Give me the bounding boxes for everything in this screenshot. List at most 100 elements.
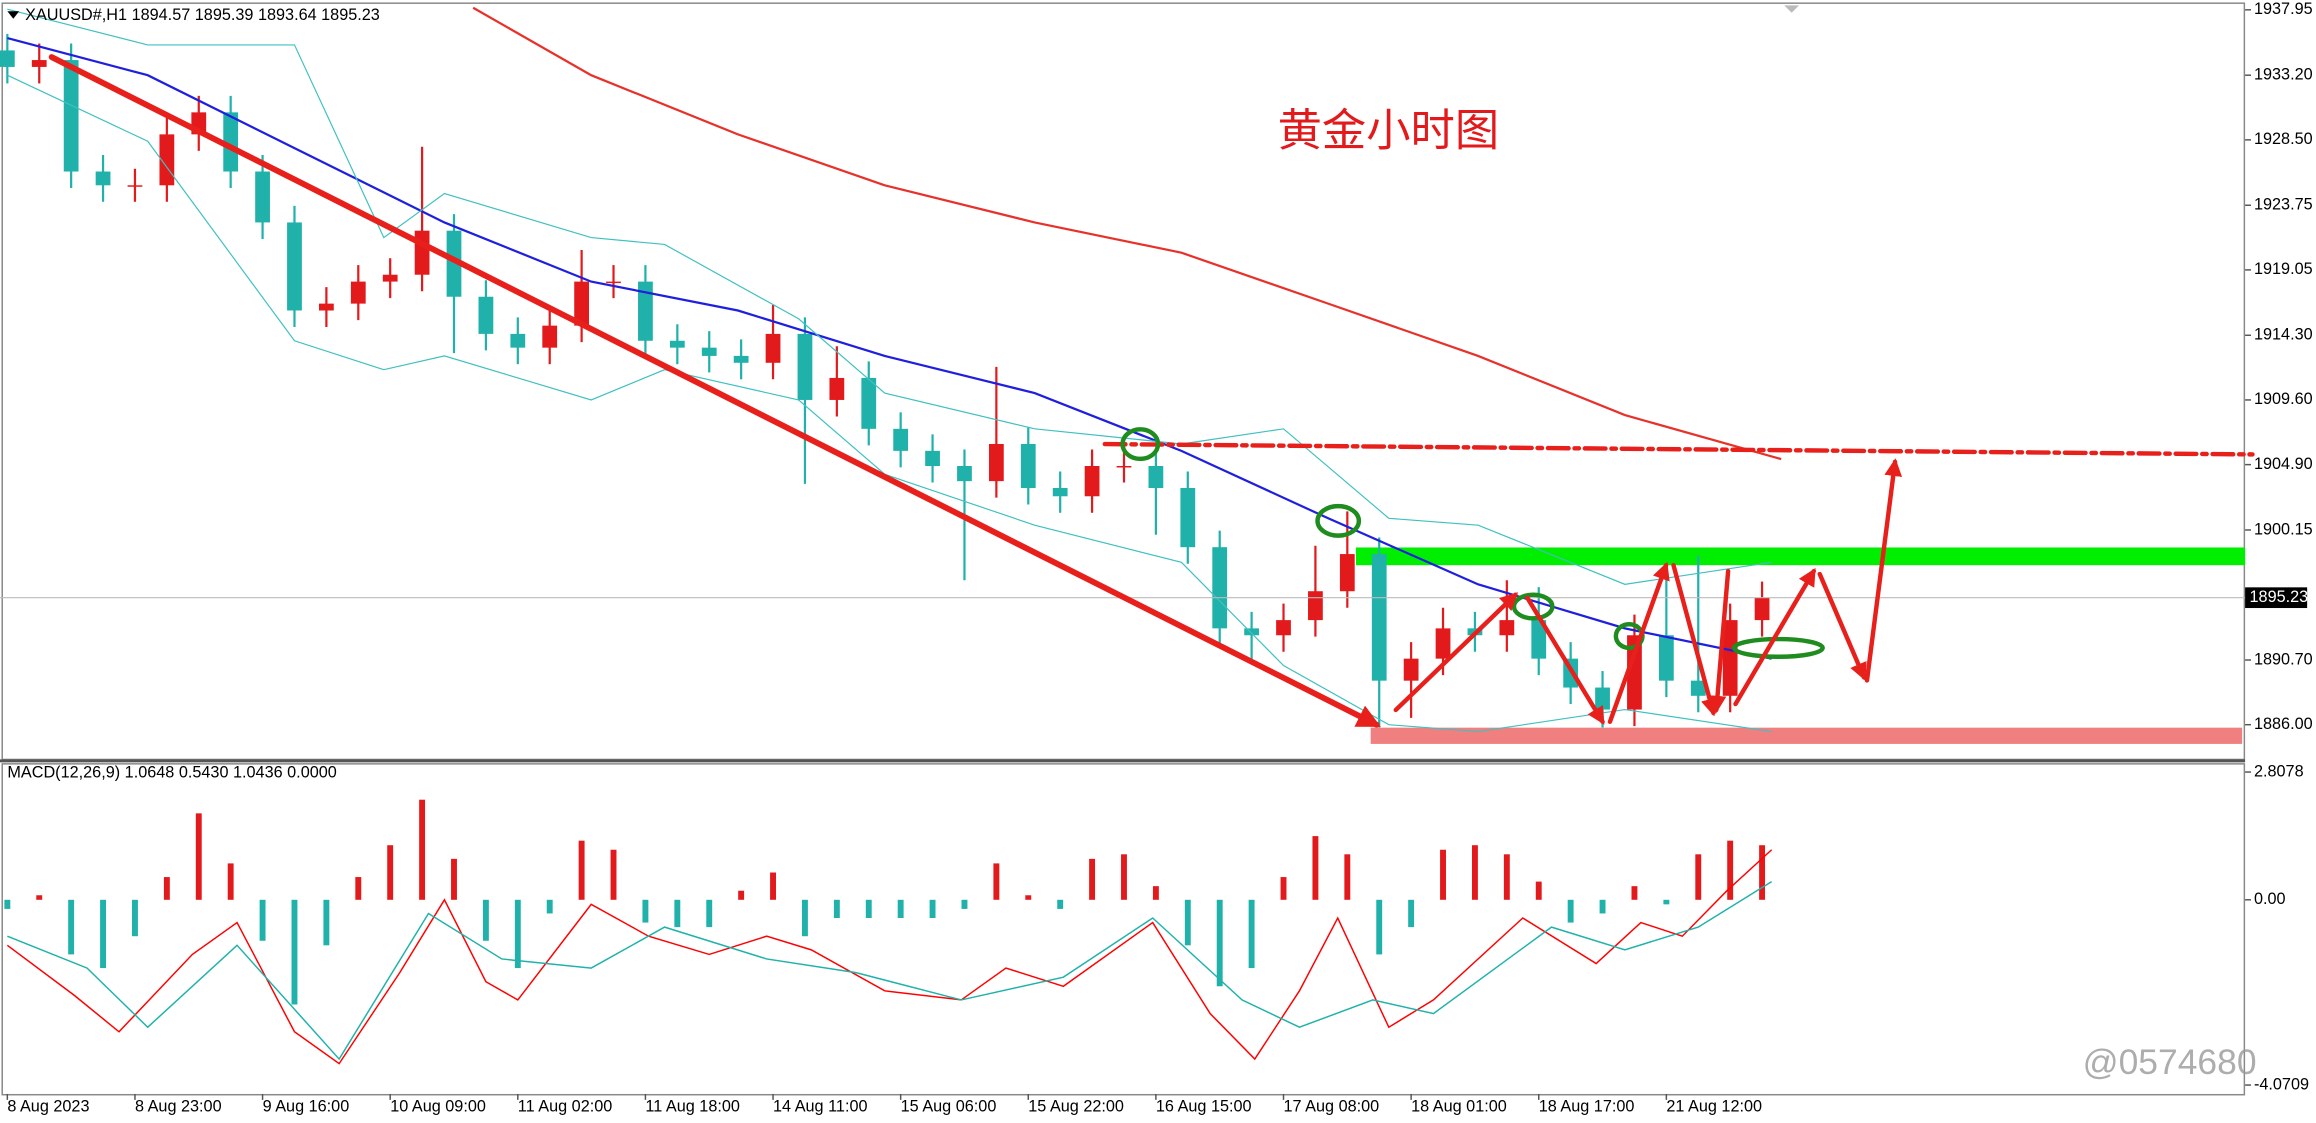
candle-body — [95, 171, 111, 186]
indicator-line — [6, 849, 1773, 1065]
candle-body — [1722, 620, 1738, 696]
macd-bar — [1248, 899, 1255, 969]
candle-body — [446, 230, 462, 297]
x-tick-label: 17 Aug 08:00 — [1284, 1098, 1380, 1116]
indicator-line — [7, 74, 1772, 733]
macd-bar — [1695, 854, 1702, 900]
macd-bar — [801, 899, 808, 937]
macd-bar — [1599, 899, 1606, 914]
path-arrow — [1733, 568, 1817, 707]
candle-body — [255, 171, 270, 223]
macd-bar — [1344, 854, 1351, 900]
x-tick-label: 9 Aug 16:00 — [263, 1098, 350, 1116]
circle-mark — [1731, 636, 1825, 659]
x-tick-label: 21 Aug 12:00 — [1666, 1098, 1762, 1116]
candle-body — [0, 50, 15, 67]
macd-bar — [1312, 836, 1319, 900]
macd-bar — [1216, 899, 1223, 987]
indicator-line — [7, 8, 1772, 585]
macd-header: MACD(12,26,9) 1.0648 0.5430 1.0436 0.000… — [7, 764, 336, 782]
candle-body — [733, 355, 749, 363]
macd-panel-frame — [1, 763, 2246, 1096]
candle-body — [1020, 443, 1036, 489]
macd-bar — [451, 858, 457, 900]
candle-body — [1499, 620, 1515, 636]
candle-body — [414, 230, 430, 275]
candle-body — [1052, 488, 1068, 497]
candle-body — [1658, 635, 1674, 681]
x-tick-label: 16 Aug 15:00 — [1156, 1098, 1252, 1116]
x-tick-label: 11 Aug 18:00 — [645, 1098, 740, 1116]
y-tick-label: 1886.00 — [2254, 715, 2313, 733]
circle-mark — [1120, 427, 1161, 462]
y-tick-label: 1937.95 — [2254, 0, 2313, 18]
path-arrow — [1817, 571, 1867, 681]
scroll-marker — [1784, 5, 1800, 13]
macd-bar — [1184, 899, 1191, 946]
macd-bar — [1535, 881, 1542, 900]
candle-body — [701, 347, 717, 356]
y-tick-label: 1914.30 — [2254, 326, 2313, 344]
candle-body — [1180, 488, 1196, 548]
macd-bar — [387, 845, 394, 900]
path-arrow — [1525, 595, 1605, 725]
macd-bar — [68, 899, 75, 955]
path-arrow — [1393, 592, 1518, 713]
candle-body — [1084, 465, 1100, 497]
macd-bar — [1408, 899, 1415, 928]
y-tick-label: 1909.60 — [2254, 390, 2313, 408]
macd-bar — [770, 872, 776, 900]
candle-body — [1403, 658, 1419, 681]
macd-bar — [419, 799, 426, 900]
chart-title: 黄金小时图 — [1278, 107, 1500, 156]
candle-body — [1435, 628, 1451, 659]
candle-body — [797, 333, 813, 400]
x-tick-label: 18 Aug 01:00 — [1411, 1098, 1507, 1116]
candle-body — [1754, 597, 1770, 621]
candle-body — [1116, 465, 1132, 468]
macd-bar — [1631, 886, 1638, 900]
macd-bar — [738, 890, 745, 900]
macd-bar — [897, 899, 904, 919]
macd-bar — [1089, 858, 1096, 900]
circle-mark — [1315, 503, 1362, 538]
macd-bar — [1057, 899, 1064, 909]
candle-body — [765, 333, 781, 363]
macd-bar — [961, 899, 968, 909]
candle-body — [829, 377, 845, 400]
candle-body — [63, 60, 79, 172]
macd-bar — [1663, 899, 1670, 905]
macd-bar — [610, 849, 617, 900]
symbol-menu-icon[interactable] — [7, 11, 20, 19]
y-tick-label: 1904.90 — [2254, 455, 2313, 473]
macd-bar — [706, 899, 713, 928]
macd-bar — [642, 899, 649, 923]
path-arrow — [1864, 458, 1903, 683]
y-tick-label: 1919.05 — [2254, 260, 2313, 278]
annotation-layer — [1355, 547, 2246, 744]
candle-body — [1627, 635, 1642, 710]
macd-bar — [132, 899, 138, 937]
candle-body — [1148, 465, 1164, 489]
support-zone — [1370, 727, 2243, 744]
candle-body — [1212, 547, 1228, 629]
candle-body — [925, 450, 940, 466]
price-header: XAUUSD#,H1 1894.57 1895.39 1893.64 1895.… — [25, 6, 380, 24]
current-price-box — [2245, 587, 2308, 609]
y-tick-label: 2.8078 — [2254, 762, 2304, 780]
trend-arrow — [48, 54, 1381, 728]
candle-body — [318, 303, 334, 311]
y-tick-label: 1900.15 — [2254, 520, 2313, 538]
macd-bar — [259, 899, 266, 941]
candle-body — [223, 112, 239, 172]
candle-body — [1531, 620, 1547, 659]
x-tick-label: 10 Aug 09:00 — [390, 1098, 486, 1116]
indicator-line — [7, 880, 1773, 1061]
drawings — [48, 54, 2255, 728]
macd-bar — [482, 899, 489, 941]
resistance-line — [1102, 441, 2255, 457]
x-tick-label: 8 Aug 2023 — [7, 1098, 89, 1116]
watermark: @0574680 — [2083, 1042, 2257, 1082]
macd-bar — [1152, 886, 1159, 900]
